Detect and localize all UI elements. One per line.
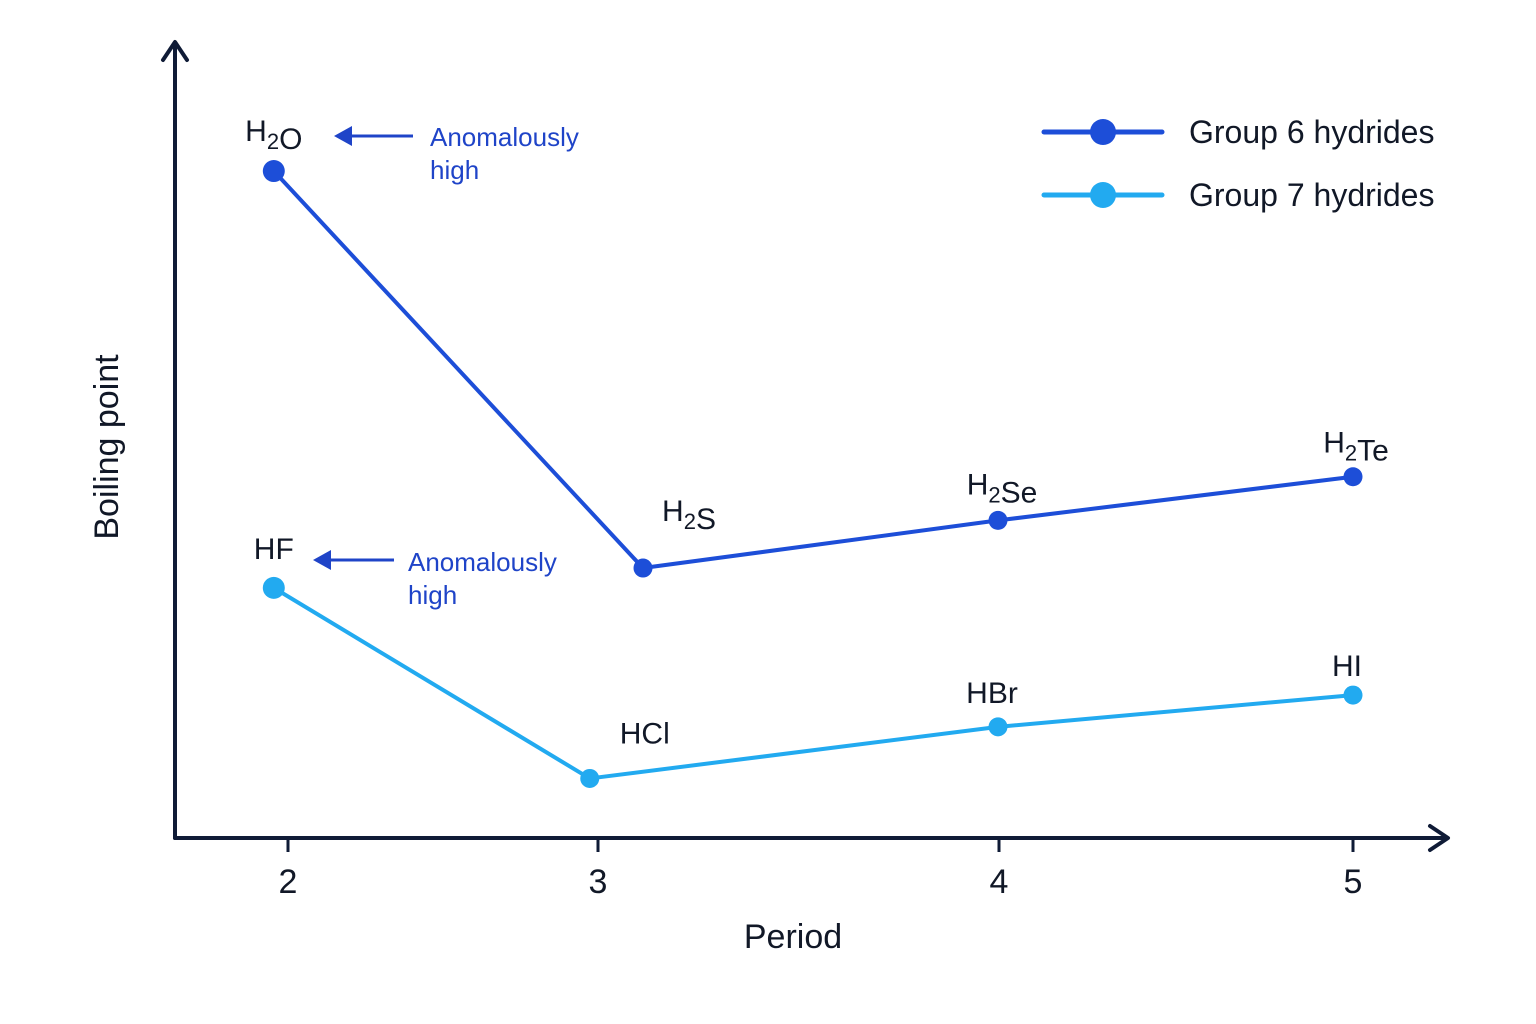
annotation-text-h2o: high: [430, 155, 479, 185]
group6-series-line: [271, 169, 1355, 571]
point-label-h2o: H2O: [245, 115, 302, 156]
x-tick-label: 4: [990, 863, 1009, 901]
point-label-hf: HF: [254, 533, 294, 566]
group7-point-hbr: [988, 717, 1008, 737]
point-label-h2se: H2Se: [967, 468, 1038, 509]
group6-point-h2o: [262, 160, 285, 183]
group7-point-hi: [1343, 685, 1363, 705]
group7-series-line: [271, 585, 1355, 781]
annotation-text-hf: high: [408, 580, 457, 610]
y-axis-title: Boiling point: [88, 354, 126, 540]
group6-point-h2se: [988, 510, 1008, 530]
annotation-arrowhead-h2o: [334, 126, 352, 146]
y-axis-arrowhead: [161, 40, 189, 62]
group6-point-h2te: [1343, 467, 1363, 487]
group6-point-h2s: [633, 558, 653, 578]
x-tick-label: 5: [1344, 863, 1363, 901]
point-label-hbr: HBr: [966, 677, 1018, 710]
point-label-h2te: H2Te: [1323, 427, 1389, 468]
x-tick-label: 2: [279, 863, 298, 901]
x-axis-title: Period: [744, 918, 842, 956]
group7-point-hf: [262, 576, 285, 599]
x-axis-arrowhead: [1428, 824, 1450, 852]
legend-label-group7: Group 7 hydrides: [1189, 177, 1434, 213]
point-label-h2s: H2S: [662, 495, 716, 536]
annotation-text-h2o: Anomalously: [430, 122, 579, 152]
point-label-hi: HI: [1332, 650, 1362, 683]
legend-marker-group7: [1090, 182, 1116, 208]
legend-label-group6: Group 6 hydrides: [1189, 114, 1434, 150]
point-label-hcl: HCl: [620, 717, 670, 750]
group7-point-hcl: [580, 768, 600, 788]
annotation-text-hf: Anomalously: [408, 547, 557, 577]
legend-marker-group6: [1090, 119, 1116, 145]
x-tick-label: 3: [589, 863, 608, 901]
annotation-arrowhead-hf: [313, 550, 331, 570]
